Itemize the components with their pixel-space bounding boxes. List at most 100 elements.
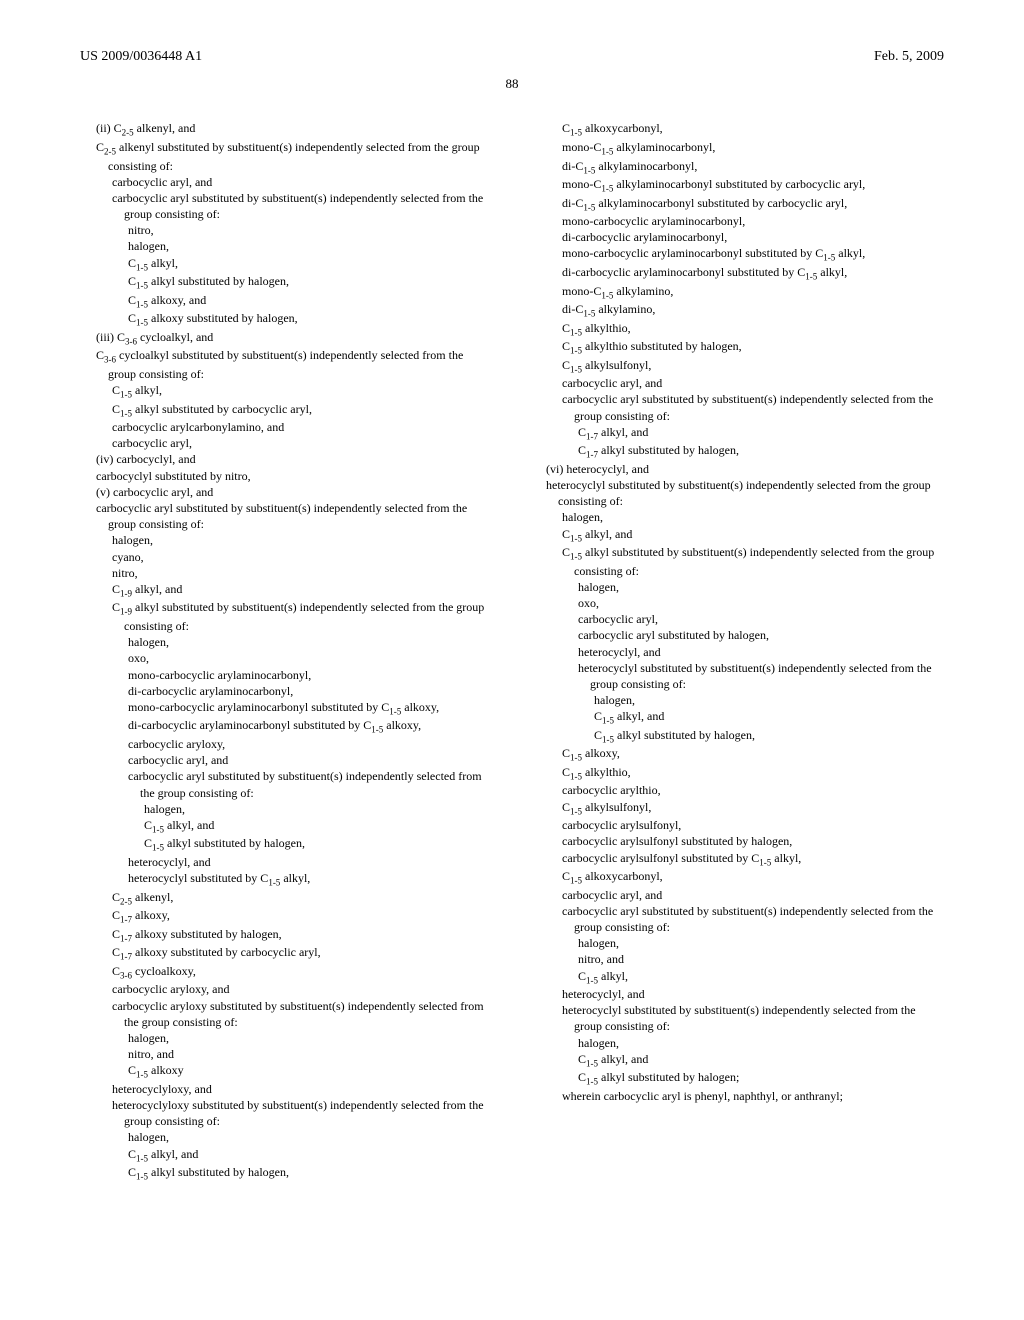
text-line: (iii) C3-6 cycloalkyl, and	[96, 329, 494, 348]
text-line: C1-5 alkylthio substituted by halogen,	[562, 338, 944, 357]
text-line: carbocyclic aryloxy substituted by subst…	[112, 998, 494, 1030]
text-line: mono-C1-5 alkylamino,	[562, 283, 944, 302]
text-line: (vi) heterocyclyl, and	[546, 461, 944, 477]
text-line: nitro,	[112, 565, 494, 581]
text-line: C1-5 alkoxycarbonyl,	[562, 868, 944, 887]
publication-number: US 2009/0036448 A1	[80, 48, 202, 67]
text-line: halogen,	[562, 509, 944, 525]
left-column: (ii) C2-5 alkenyl, andC2-5 alkenyl subst…	[80, 120, 494, 1182]
text-line: nitro,	[128, 222, 494, 238]
text-line: halogen,	[144, 801, 494, 817]
text-line: C1-5 alkyl, and	[578, 1051, 944, 1070]
text-line: mono-C1-5 alkylaminocarbonyl,	[562, 139, 944, 158]
text-line: carbocyclic aryl, and	[112, 174, 494, 190]
text-line: C1-5 alkoxy,	[562, 745, 944, 764]
text-line: carbocyclic arylcarbonylamino, and	[112, 419, 494, 435]
text-line: carbocyclic aryl substituted by halogen,	[578, 627, 944, 643]
text-line: C1-7 alkoxy substituted by carbocyclic a…	[112, 944, 494, 963]
content-columns: (ii) C2-5 alkenyl, andC2-5 alkenyl subst…	[80, 120, 944, 1182]
text-line: mono-carbocyclic arylaminocarbonyl,	[562, 213, 944, 229]
text-line: C1-9 alkyl, and	[112, 581, 494, 600]
text-line: halogen,	[128, 1129, 494, 1145]
text-line: C3-6 cycloalkoxy,	[112, 963, 494, 982]
text-line: C1-5 alkyl,	[128, 255, 494, 274]
text-line: carbocyclic arylsulfonyl substituted by …	[562, 833, 944, 849]
text-line: mono-carbocyclic arylaminocarbonyl subst…	[562, 245, 944, 264]
text-line: halogen,	[128, 1030, 494, 1046]
text-line: halogen,	[578, 935, 944, 951]
text-line: halogen,	[112, 532, 494, 548]
text-line: C1-5 alkyl, and	[594, 708, 944, 727]
text-line: cyano,	[112, 549, 494, 565]
text-line: C2-5 alkenyl substituted by substituent(…	[96, 139, 494, 174]
text-line: C1-5 alkylsulfonyl,	[562, 799, 944, 818]
text-line: C1-5 alkyl substituted by halogen,	[128, 1164, 494, 1183]
text-line: C1-5 alkyl, and	[128, 1146, 494, 1165]
text-line: (iv) carbocyclyl, and	[96, 451, 494, 467]
text-line: carbocyclic arylsulfonyl substituted by …	[562, 850, 944, 869]
text-line: C3-6 cycloalkyl substituted by substitue…	[96, 347, 494, 382]
text-line: di-carbocyclic arylaminocarbonyl,	[562, 229, 944, 245]
text-line: C2-5 alkenyl,	[112, 889, 494, 908]
text-line: halogen,	[578, 579, 944, 595]
page-number: 88	[80, 75, 944, 93]
text-line: heterocyclyl, and	[128, 854, 494, 870]
text-line: di-carbocyclic arylaminocarbonyl substit…	[562, 264, 944, 283]
text-line: C1-5 alkyl, and	[144, 817, 494, 836]
text-line: heterocyclyl, and	[562, 986, 944, 1002]
text-line: C1-7 alkyl, and	[578, 424, 944, 443]
text-line: halogen,	[578, 1035, 944, 1051]
text-line: mono-carbocyclic arylaminocarbonyl subst…	[128, 699, 494, 718]
text-line: carbocyclic aryl substituted by substitu…	[128, 768, 494, 800]
text-line: heterocyclyloxy substituted by substitue…	[112, 1097, 494, 1129]
text-line: carbocyclic arylsulfonyl,	[562, 817, 944, 833]
text-line: C1-5 alkyl, and	[562, 526, 944, 545]
text-line: halogen,	[128, 238, 494, 254]
text-line: (ii) C2-5 alkenyl, and	[96, 120, 494, 139]
text-line: C1-5 alkoxy, and	[128, 292, 494, 311]
text-line: C1-5 alkyl,	[112, 382, 494, 401]
text-line: heterocyclyloxy, and	[112, 1081, 494, 1097]
text-line: oxo,	[128, 650, 494, 666]
text-line: carbocyclic aryl, and	[562, 375, 944, 391]
text-line: halogen,	[594, 692, 944, 708]
text-line: carbocyclic arylthio,	[562, 782, 944, 798]
text-line: carbocyclic aryl substituted by substitu…	[112, 190, 494, 222]
text-line: heterocyclyl substituted by substituent(…	[546, 477, 944, 509]
text-line: C1-5 alkyl substituted by halogen,	[128, 273, 494, 292]
page-header: US 2009/0036448 A1 Feb. 5, 2009	[80, 48, 944, 67]
publication-date: Feb. 5, 2009	[874, 48, 944, 67]
text-line: heterocyclyl substituted by C1-5 alkyl,	[128, 870, 494, 889]
text-line: heterocyclyl substituted by substituent(…	[562, 1002, 944, 1034]
text-line: C1-7 alkoxy,	[112, 907, 494, 926]
text-line: C1-5 alkyl substituted by halogen;	[578, 1069, 944, 1088]
text-line: nitro, and	[578, 951, 944, 967]
text-line: C1-5 alkyl substituted by substituent(s)…	[562, 544, 944, 579]
text-line: C1-5 alkylthio,	[562, 320, 944, 339]
text-line: heterocyclyl substituted by substituent(…	[578, 660, 944, 692]
text-line: C1-5 alkoxy substituted by halogen,	[128, 310, 494, 329]
right-column: C1-5 alkoxycarbonyl,mono-C1-5 alkylamino…	[530, 120, 944, 1182]
text-line: carbocyclyl substituted by nitro,	[96, 468, 494, 484]
text-line: di-carbocyclic arylaminocarbonyl substit…	[128, 717, 494, 736]
text-line: di-C1-5 alkylaminocarbonyl,	[562, 158, 944, 177]
text-line: C1-5 alkyl substituted by halogen,	[594, 727, 944, 746]
text-line: carbocyclic aryl, and	[562, 887, 944, 903]
text-line: halogen,	[128, 634, 494, 650]
text-line: C1-5 alkyl,	[578, 968, 944, 987]
text-line: C1-5 alkoxycarbonyl,	[562, 120, 944, 139]
text-line: di-C1-5 alkylamino,	[562, 301, 944, 320]
text-line: C1-5 alkoxy	[128, 1062, 494, 1081]
text-line: wherein carbocyclic aryl is phenyl, naph…	[562, 1088, 944, 1104]
text-line: carbocyclic aryloxy, and	[112, 981, 494, 997]
text-line: di-C1-5 alkylaminocarbonyl substituted b…	[562, 195, 944, 214]
text-line: C1-5 alkyl substituted by carbocyclic ar…	[112, 401, 494, 420]
text-line: carbocyclic aryl substituted by substitu…	[562, 903, 944, 935]
text-line: carbocyclic aryl substituted by substitu…	[562, 391, 944, 423]
text-line: di-carbocyclic arylaminocarbonyl,	[128, 683, 494, 699]
text-line: heterocyclyl, and	[578, 644, 944, 660]
text-line: carbocyclic aryl substituted by substitu…	[96, 500, 494, 532]
text-line: C1-5 alkylsulfonyl,	[562, 357, 944, 376]
text-line: C1-7 alkoxy substituted by halogen,	[112, 926, 494, 945]
text-line: carbocyclic aryl,	[112, 435, 494, 451]
